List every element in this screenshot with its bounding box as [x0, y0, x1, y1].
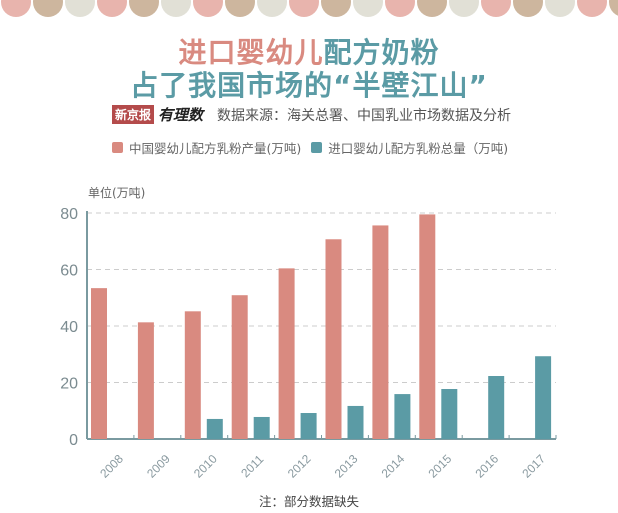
scallop [385, 0, 415, 17]
bar-domestic-2011 [231, 295, 248, 439]
x-tick-label: 2011 [238, 452, 266, 480]
bar-domestic-2013 [325, 239, 342, 439]
y-axis-unit-label: 单位(万吨) [88, 186, 146, 200]
title-rest: 配方奶粉 [323, 36, 440, 69]
chart-title-line1: 进口婴幼儿配方奶粉 [0, 31, 618, 71]
youlishu-logo: 有理数 [158, 106, 204, 124]
y-tick-label: 40 [60, 319, 78, 336]
legend-swatch-domestic [112, 142, 123, 153]
scallop [65, 0, 95, 17]
source-line: 新京报 有理数 数据来源：海关总署、中国乳业市场数据及分析 [112, 104, 511, 125]
bar-domestic-2012 [278, 268, 295, 439]
x-tick-label: 2013 [332, 452, 361, 481]
bar-domestic-2015 [419, 214, 436, 439]
scallop [449, 0, 479, 17]
scallop [33, 0, 63, 17]
title-highlight: 进口婴幼儿 [178, 36, 324, 69]
bar-imported-2016 [488, 376, 505, 439]
scallop [609, 0, 618, 16]
scallop [481, 0, 511, 17]
scallop [417, 0, 447, 17]
decorative-scallop-border [1, 0, 618, 17]
bar-domestic-2009 [137, 322, 154, 439]
y-tick-label: 20 [60, 376, 78, 393]
bar-imported-2012 [300, 413, 317, 439]
bar-domestic-2008 [91, 288, 107, 439]
scallop [321, 0, 351, 17]
scallop [193, 0, 223, 17]
bar-imported-2011 [253, 416, 270, 439]
legend-item-imported: 进口婴幼儿配方乳粉总量（万吨) [311, 138, 508, 157]
bar-imported-2015 [441, 388, 458, 439]
y-tick-label: 0 [69, 432, 78, 449]
scallop [577, 0, 607, 17]
bar-domestic-2014 [372, 225, 389, 439]
legend-label: 中国婴幼儿配方乳粉产量(万吨) [129, 141, 302, 156]
x-tick-label: 2008 [97, 452, 126, 481]
bar-imported-2010 [206, 418, 223, 439]
scallop [513, 0, 543, 17]
y-tick-label: 80 [60, 206, 78, 223]
scallop [289, 0, 319, 17]
x-tick-label: 2015 [426, 452, 455, 481]
scallop [257, 0, 287, 17]
bar-imported-2017 [535, 356, 552, 439]
x-tick-label: 2012 [285, 452, 314, 481]
bar-imported-2013 [347, 405, 364, 439]
chart-legend: 中国婴幼儿配方乳粉产量(万吨) 进口婴幼儿配方乳粉总量（万吨) [112, 138, 518, 157]
xinjingbao-logo: 新京报 [112, 105, 155, 124]
scallop [129, 0, 159, 17]
y-tick-label: 60 [60, 263, 78, 280]
scallop [1, 0, 31, 17]
scallop [545, 0, 575, 17]
data-source: 数据来源：海关总署、中国乳业市场数据及分析 [217, 107, 512, 124]
chart-title-line2: 占了我国市场的“半壁江山” [130, 69, 488, 102]
legend-swatch-imported [311, 142, 323, 153]
x-tick-label: 2009 [144, 452, 173, 481]
footnote: 注：部分数据缺失 [258, 494, 359, 509]
bar-imported-2014 [394, 394, 411, 439]
scallop [225, 0, 255, 17]
x-tick-label: 2017 [519, 452, 548, 481]
x-tick-label: 2010 [191, 452, 220, 481]
x-tick-label: 2016 [472, 452, 501, 481]
scallop [353, 0, 383, 17]
bar-domestic-2010 [184, 311, 201, 439]
legend-label: 进口婴幼儿配方乳粉总量（万吨) [328, 141, 509, 156]
scallop [161, 0, 191, 17]
scallop [97, 0, 127, 17]
legend-item-domestic: 中国婴幼儿配方乳粉产量(万吨) [112, 138, 301, 157]
x-tick-label: 2014 [379, 452, 408, 481]
